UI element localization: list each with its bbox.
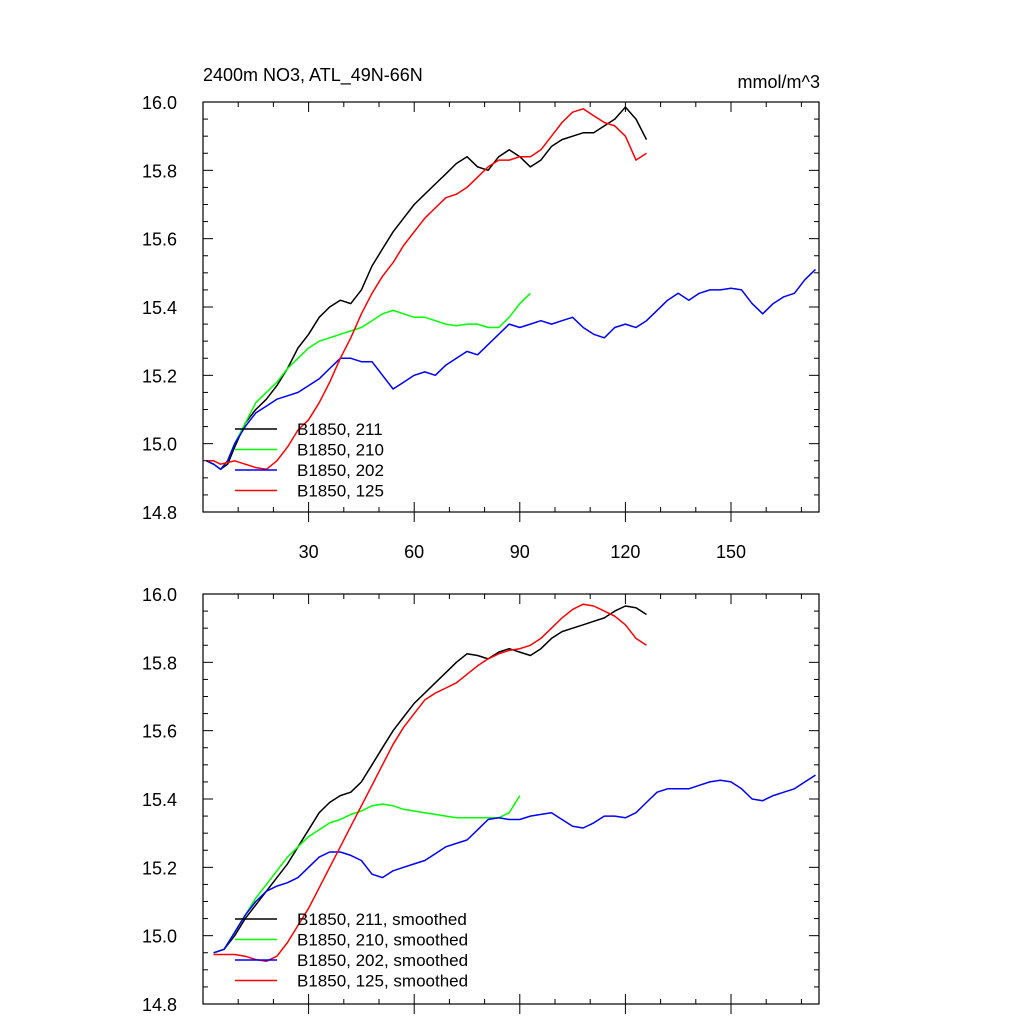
chart-title: 2400m NO3, ATL_49N-66N <box>203 65 423 86</box>
series-line-1 <box>213 795 521 954</box>
x-axis-labels: 30 60 90 120 150 <box>299 542 746 562</box>
legend-label: B1850, 210, smoothed <box>297 931 468 950</box>
y-tick-label: 15.4 <box>142 298 177 318</box>
legend: B1850, 211, smoothed B1850, 210, smoothed… <box>235 910 468 991</box>
y-tick-label: 15.8 <box>142 653 177 673</box>
x-tick-label: 150 <box>716 542 746 562</box>
legend-label: B1850, 210 <box>297 441 384 460</box>
x-tick-label: 90 <box>510 542 530 562</box>
legend-label: B1850, 211 <box>297 420 383 439</box>
plot-marks <box>206 106 817 471</box>
y-axis-labels: 14.8 15.0 15.2 15.4 15.6 15.8 16.0 <box>142 585 177 1015</box>
x-tick-label: 120 <box>610 542 640 562</box>
axis-ticks <box>203 593 819 1014</box>
series-line-3 <box>206 108 647 471</box>
x-tick-label: 60 <box>404 542 424 562</box>
axis-ticks <box>203 101 819 522</box>
y-tick-label: 15.2 <box>142 858 177 878</box>
y-tick-label: 15.0 <box>142 927 177 947</box>
y-tick-label: 15.8 <box>142 161 177 181</box>
y-tick-label: 16.0 <box>142 93 177 113</box>
legend-label: B1850, 202 <box>297 461 384 480</box>
plot-marks <box>213 603 816 963</box>
series-line-2 <box>213 774 816 954</box>
y-tick-label: 15.4 <box>142 790 177 810</box>
series-line-3 <box>213 603 647 963</box>
y-tick-label: 14.8 <box>142 503 177 523</box>
x-tick-label: 30 <box>299 542 319 562</box>
legend-label: B1850, 202, smoothed <box>297 951 468 970</box>
y-tick-label: 14.8 <box>142 995 177 1015</box>
y-axis-labels: 14.8 15.0 15.2 15.4 15.6 15.8 16.0 <box>142 93 177 523</box>
series-line-2 <box>206 268 817 471</box>
series-line-0 <box>213 605 647 954</box>
legend-label: B1850, 125, smoothed <box>297 972 468 991</box>
y-tick-label: 15.0 <box>142 435 177 455</box>
y-tick-label: 15.6 <box>142 230 177 250</box>
legend-label: B1850, 125 <box>297 482 384 501</box>
series-line-0 <box>206 106 648 471</box>
chart-units: mmol/m^3 <box>738 72 820 92</box>
series-line-1 <box>206 292 531 471</box>
y-tick-label: 15.6 <box>142 722 177 742</box>
legend-label: B1850, 211, smoothed <box>297 910 467 929</box>
chart-panel-raw: 2400m NO3, ATL_49N-66N mmol/m^3 14.8 15.0… <box>142 65 820 562</box>
chart-panel-smoothed: 14.8 15.0 15.2 15.4 15.6 15.8 16.0 B1850, 211,… <box>142 585 820 1015</box>
y-tick-label: 15.2 <box>142 366 177 386</box>
y-tick-label: 16.0 <box>142 585 177 605</box>
